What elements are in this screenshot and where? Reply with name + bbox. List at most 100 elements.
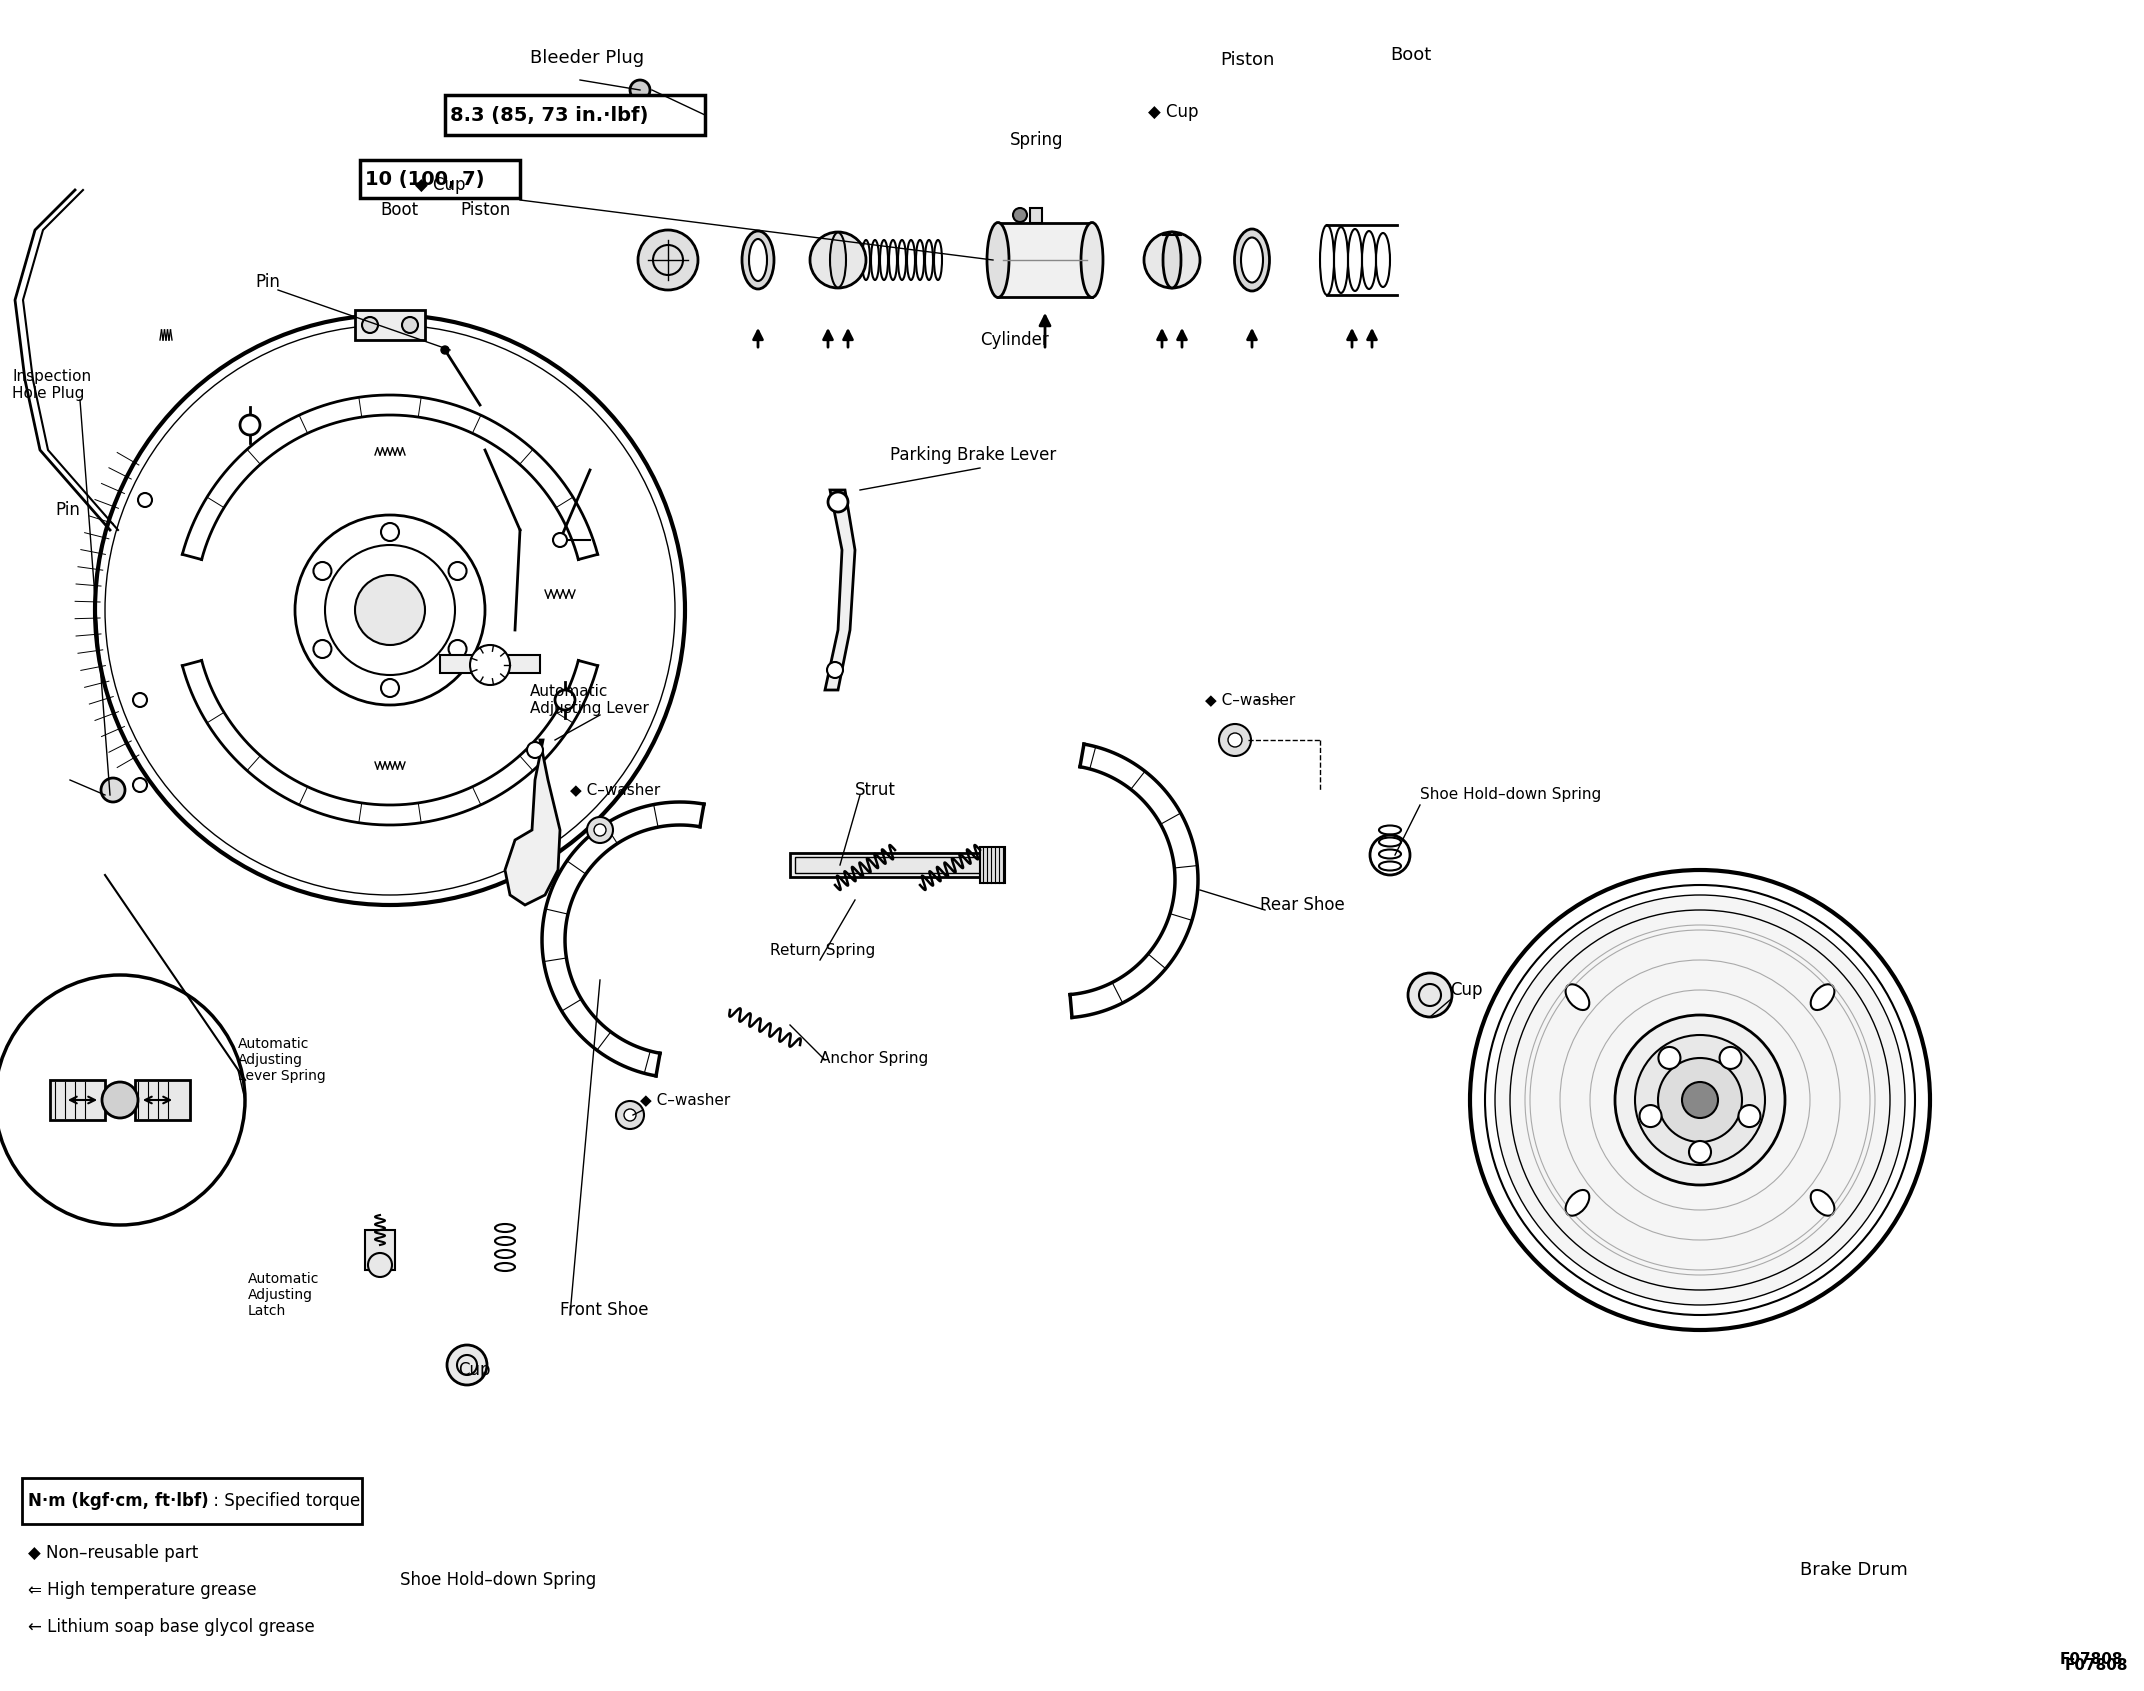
Text: F07808: F07808: [2065, 1657, 2129, 1672]
Circle shape: [362, 316, 377, 333]
Ellipse shape: [830, 232, 847, 287]
Circle shape: [1494, 895, 1906, 1305]
Circle shape: [1409, 972, 1451, 1016]
Ellipse shape: [1235, 228, 1269, 291]
Circle shape: [369, 1253, 392, 1277]
Circle shape: [624, 1109, 637, 1121]
Text: ◆ C–washer: ◆ C–washer: [570, 783, 660, 798]
Text: Automatic
Adjusting
Latch: Automatic Adjusting Latch: [249, 1272, 319, 1319]
Text: Cup: Cup: [1449, 981, 1482, 999]
Text: Boot: Boot: [1389, 46, 1432, 64]
Ellipse shape: [1565, 1190, 1589, 1216]
Bar: [789, 852, 999, 878]
Text: Pin: Pin: [56, 501, 79, 519]
Text: Shoe Hold–down Spring: Shoe Hold–down Spring: [401, 1571, 596, 1590]
Circle shape: [1640, 1106, 1662, 1128]
Text: ← Lithium soap base glycol grease: ← Lithium soap base glycol grease: [28, 1618, 315, 1635]
Circle shape: [587, 817, 613, 844]
Circle shape: [101, 778, 124, 802]
Text: Brake Drum: Brake Drum: [1801, 1561, 1908, 1579]
Circle shape: [828, 492, 849, 512]
Text: Cylinder: Cylinder: [980, 331, 1048, 348]
Circle shape: [1145, 232, 1201, 287]
Text: Rear Shoe: Rear Shoe: [1261, 896, 1344, 915]
Ellipse shape: [742, 232, 774, 289]
Text: ◆ Cup: ◆ Cup: [1147, 103, 1198, 122]
Circle shape: [828, 661, 843, 678]
Circle shape: [313, 639, 332, 658]
Circle shape: [553, 533, 566, 546]
Circle shape: [1719, 1047, 1741, 1069]
Circle shape: [1614, 1015, 1786, 1185]
Text: ◆ Non–reusable part: ◆ Non–reusable part: [28, 1544, 197, 1562]
Bar: [135, 1081, 191, 1119]
Circle shape: [313, 561, 332, 580]
Circle shape: [1220, 724, 1250, 756]
Bar: [1029, 208, 1042, 223]
Text: Parking Brake Lever: Parking Brake Lever: [890, 446, 1057, 463]
Circle shape: [555, 690, 575, 710]
Circle shape: [594, 824, 607, 835]
Circle shape: [446, 1344, 487, 1385]
Circle shape: [1657, 1059, 1741, 1141]
Circle shape: [0, 976, 244, 1224]
Circle shape: [448, 561, 467, 580]
Circle shape: [240, 414, 259, 435]
Circle shape: [615, 1101, 643, 1130]
Text: Boot: Boot: [379, 201, 418, 220]
Circle shape: [643, 95, 656, 108]
Ellipse shape: [1081, 223, 1102, 298]
Bar: [980, 847, 1006, 883]
Circle shape: [356, 575, 425, 644]
Polygon shape: [825, 490, 855, 690]
Circle shape: [382, 680, 399, 697]
Text: Automatic
Adjusting
Lever Spring: Automatic Adjusting Lever Spring: [238, 1037, 326, 1084]
Text: Piston: Piston: [1220, 51, 1274, 69]
Text: Cup: Cup: [459, 1361, 491, 1378]
Circle shape: [133, 778, 148, 791]
Text: ◆ C–washer: ◆ C–washer: [641, 1092, 731, 1108]
Text: 10 (100, 7): 10 (100, 7): [364, 169, 485, 188]
Ellipse shape: [1812, 1190, 1835, 1216]
Text: Automatic
Adjusting Lever: Automatic Adjusting Lever: [530, 683, 650, 717]
Circle shape: [527, 742, 542, 758]
Circle shape: [639, 230, 699, 289]
Text: Pin: Pin: [255, 272, 281, 291]
Circle shape: [1659, 1047, 1681, 1069]
Circle shape: [630, 79, 650, 100]
Ellipse shape: [986, 223, 1010, 298]
Bar: [360, 161, 521, 198]
Circle shape: [94, 315, 684, 905]
Circle shape: [1229, 732, 1241, 747]
Ellipse shape: [1241, 237, 1263, 282]
Text: Front Shoe: Front Shoe: [560, 1300, 647, 1319]
Ellipse shape: [1162, 232, 1181, 287]
Text: : Specified torque: : Specified torque: [208, 1491, 360, 1510]
Polygon shape: [997, 223, 1091, 298]
Text: ⇐ High temperature grease: ⇐ High temperature grease: [28, 1581, 257, 1600]
Text: N·m (kgf·cm, ft·lbf): N·m (kgf·cm, ft·lbf): [28, 1491, 208, 1510]
Bar: [21, 1478, 362, 1524]
Text: Return Spring: Return Spring: [770, 942, 875, 957]
Circle shape: [1739, 1106, 1760, 1128]
Circle shape: [1683, 1082, 1717, 1118]
Circle shape: [382, 523, 399, 541]
Text: F07808: F07808: [2060, 1652, 2123, 1667]
Text: 8.3 (85, 73 in.·lbf): 8.3 (85, 73 in.·lbf): [450, 105, 647, 125]
Circle shape: [1689, 1141, 1711, 1163]
Bar: [364, 1229, 394, 1270]
Circle shape: [403, 316, 418, 333]
Circle shape: [1636, 1035, 1765, 1165]
Circle shape: [470, 644, 510, 685]
Circle shape: [810, 232, 866, 287]
Bar: [795, 857, 995, 873]
Bar: [440, 654, 540, 673]
Text: Inspection
Hole Plug: Inspection Hole Plug: [13, 369, 92, 401]
Bar: [446, 95, 705, 135]
Bar: [49, 1081, 105, 1119]
Ellipse shape: [748, 238, 768, 281]
Circle shape: [442, 347, 448, 353]
Text: Strut: Strut: [855, 781, 896, 800]
Text: Bleeder Plug: Bleeder Plug: [530, 49, 643, 68]
Text: Piston: Piston: [461, 201, 510, 220]
